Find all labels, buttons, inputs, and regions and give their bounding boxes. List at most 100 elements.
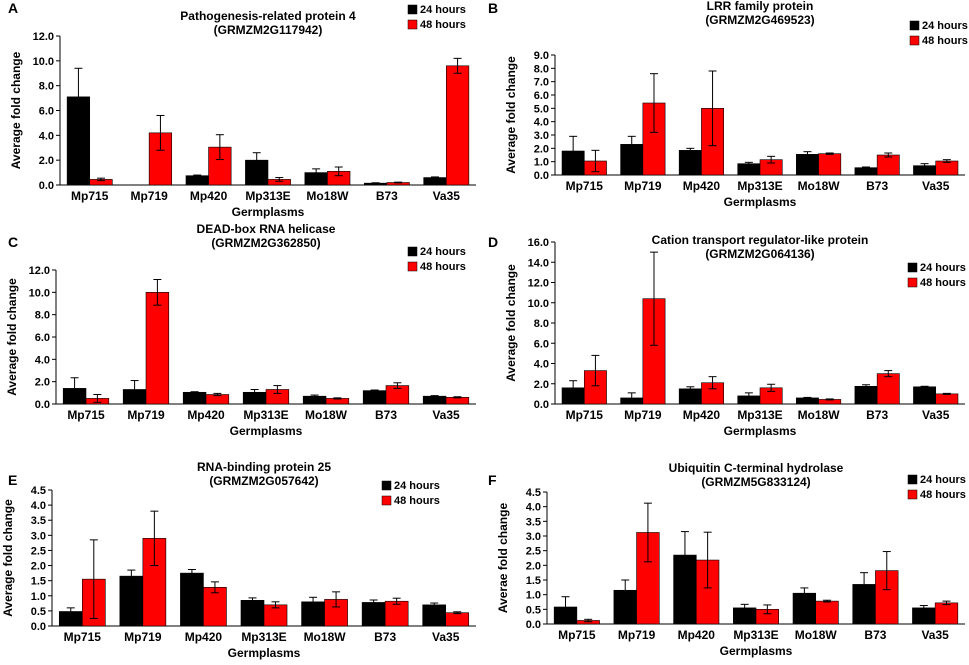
panel-e: E RNA-binding protein 25(GRMZM2G057642) 0.… bbox=[1, 460, 476, 660]
x-tick-label: Mp313E bbox=[733, 628, 778, 642]
panel-d: D Cation transport regulator-like protein… bbox=[488, 233, 966, 438]
x-tick-label: Mp420 bbox=[190, 189, 228, 203]
bar-24h-b73 bbox=[361, 602, 386, 627]
y-tick-label: 6.0 bbox=[39, 106, 54, 118]
legend-label-24h: 24 hours bbox=[920, 262, 966, 274]
panel-label: A bbox=[8, 0, 18, 16]
y-tick-label: 2.0 bbox=[35, 377, 50, 389]
legend-swatch-48h bbox=[407, 261, 418, 272]
panel-label: D bbox=[488, 234, 498, 250]
x-tick-label: B73 bbox=[375, 408, 397, 422]
y-tick-label: 4.0 bbox=[526, 502, 541, 514]
y-axis-label: Average fold change bbox=[5, 278, 19, 396]
x-axis-label: Germplasms bbox=[720, 644, 793, 658]
bar-24h-mp719 bbox=[119, 575, 144, 627]
y-tick-label: 8.0 bbox=[534, 63, 549, 75]
x-tick-label: Mp719 bbox=[624, 408, 662, 422]
x-tick-label: Va35 bbox=[433, 189, 461, 203]
y-tick-label: 6.0 bbox=[534, 90, 549, 102]
bar-48h-mo18w bbox=[815, 600, 839, 625]
y-tick-label: 2.5 bbox=[31, 545, 46, 557]
bar-48h-b73 bbox=[876, 373, 900, 405]
x-axis-label: Germplasms bbox=[230, 424, 303, 438]
bar-24h-mp420 bbox=[182, 391, 207, 405]
y-tick-label: 2.0 bbox=[534, 143, 549, 155]
x-tick-label: Mp420 bbox=[185, 630, 223, 644]
legend-label-24h: 24 hours bbox=[922, 20, 968, 32]
y-tick-label: 14.0 bbox=[528, 257, 549, 269]
y-tick-label: 4.0 bbox=[39, 130, 54, 142]
legend-label-24h: 24 hours bbox=[920, 474, 966, 486]
x-tick-label: Mp715 bbox=[64, 630, 102, 644]
chart-title: Pathogenesis-related protein 4 bbox=[180, 9, 356, 23]
y-tick-label: 2.0 bbox=[39, 155, 54, 167]
legend-swatch-48h bbox=[407, 19, 418, 30]
x-tick-label: Mp420 bbox=[187, 408, 225, 422]
y-tick-label: 1.0 bbox=[31, 591, 46, 603]
x-tick-label: Mp313E bbox=[737, 179, 782, 193]
y-tick-label: 0.0 bbox=[534, 170, 549, 182]
x-tick-label: Mp313E bbox=[245, 189, 290, 203]
y-tick-label: 0.0 bbox=[526, 619, 541, 631]
x-axis-label: Germplasms bbox=[724, 195, 797, 209]
x-tick-label: Mp313E bbox=[737, 408, 782, 422]
bar-48h-b73 bbox=[384, 600, 409, 627]
y-tick-label: 16.0 bbox=[528, 237, 549, 249]
legend-swatch-48h bbox=[907, 277, 918, 288]
y-tick-label: 3.0 bbox=[526, 531, 541, 543]
y-axis-label: Average fold change bbox=[504, 56, 518, 174]
chart-title: Cation transport regulator-like protein bbox=[652, 233, 869, 247]
y-tick-label: 2.0 bbox=[534, 379, 549, 391]
y-tick-label: 12.0 bbox=[528, 278, 549, 290]
x-tick-label: Va35 bbox=[921, 628, 949, 642]
x-tick-label: Mp719 bbox=[124, 630, 162, 644]
chart-subtitle: (GRMZM2G057642) bbox=[209, 474, 318, 488]
y-tick-label: 1.5 bbox=[31, 576, 46, 588]
x-axis-label: Germplasms bbox=[724, 424, 797, 438]
legend-label-48h: 48 hours bbox=[394, 495, 440, 507]
y-tick-label: 5.0 bbox=[534, 103, 549, 115]
bar-24h-mp313e bbox=[240, 600, 265, 627]
y-tick-label: 1.0 bbox=[526, 590, 541, 602]
bar-48h-va35 bbox=[445, 65, 470, 186]
x-tick-label: Mp313E bbox=[243, 408, 288, 422]
y-tick-label: 10.0 bbox=[33, 56, 54, 68]
y-tick-label: 4.0 bbox=[35, 354, 50, 366]
x-tick-label: B73 bbox=[374, 630, 396, 644]
chart-subtitle: (GRMZM2G064136) bbox=[705, 247, 814, 261]
y-tick-label: 4.5 bbox=[31, 485, 46, 497]
y-tick-label: 3.5 bbox=[31, 515, 46, 527]
bar-24h-b73 bbox=[362, 390, 387, 405]
x-tick-label: Va35 bbox=[922, 408, 950, 422]
x-tick-label: Mo18W bbox=[798, 179, 841, 193]
bar-48h-mp719 bbox=[145, 292, 170, 405]
y-tick-label: 8.0 bbox=[35, 310, 50, 322]
x-tick-label: Mp715 bbox=[566, 179, 604, 193]
x-tick-label: Mp715 bbox=[71, 189, 109, 203]
x-tick-label: Mp420 bbox=[683, 179, 721, 193]
legend-swatch-24h bbox=[407, 4, 418, 15]
y-tick-label: 0.0 bbox=[35, 399, 50, 411]
bar-24h-b73 bbox=[854, 385, 878, 405]
y-tick-label: 4.5 bbox=[526, 487, 541, 499]
y-tick-label: 4.0 bbox=[534, 359, 549, 371]
legend-label-48h: 48 hours bbox=[920, 277, 966, 289]
chart-subtitle: (GRMZM2G117942) bbox=[214, 23, 323, 37]
y-tick-label: 12.0 bbox=[29, 265, 50, 277]
y-tick-label: 12.0 bbox=[33, 31, 54, 43]
chart-title: Ubiquitin C-terminal hydrolase bbox=[669, 461, 844, 475]
x-tick-label: B73 bbox=[866, 408, 888, 422]
bar-48h-va35 bbox=[935, 393, 959, 405]
legend-label-48h: 48 hours bbox=[920, 489, 966, 501]
panel-label: E bbox=[8, 472, 17, 488]
bar-48h-b73 bbox=[876, 154, 900, 176]
x-tick-label: Mp715 bbox=[558, 628, 596, 642]
x-tick-label: Mp715 bbox=[566, 408, 604, 422]
panel-label: F bbox=[488, 472, 497, 488]
x-tick-label: Mp420 bbox=[683, 408, 721, 422]
y-tick-label: 7.0 bbox=[534, 77, 549, 89]
legend-swatch-24h bbox=[907, 474, 918, 485]
bar-48h-va35 bbox=[935, 160, 959, 176]
x-tick-label: B73 bbox=[376, 189, 398, 203]
